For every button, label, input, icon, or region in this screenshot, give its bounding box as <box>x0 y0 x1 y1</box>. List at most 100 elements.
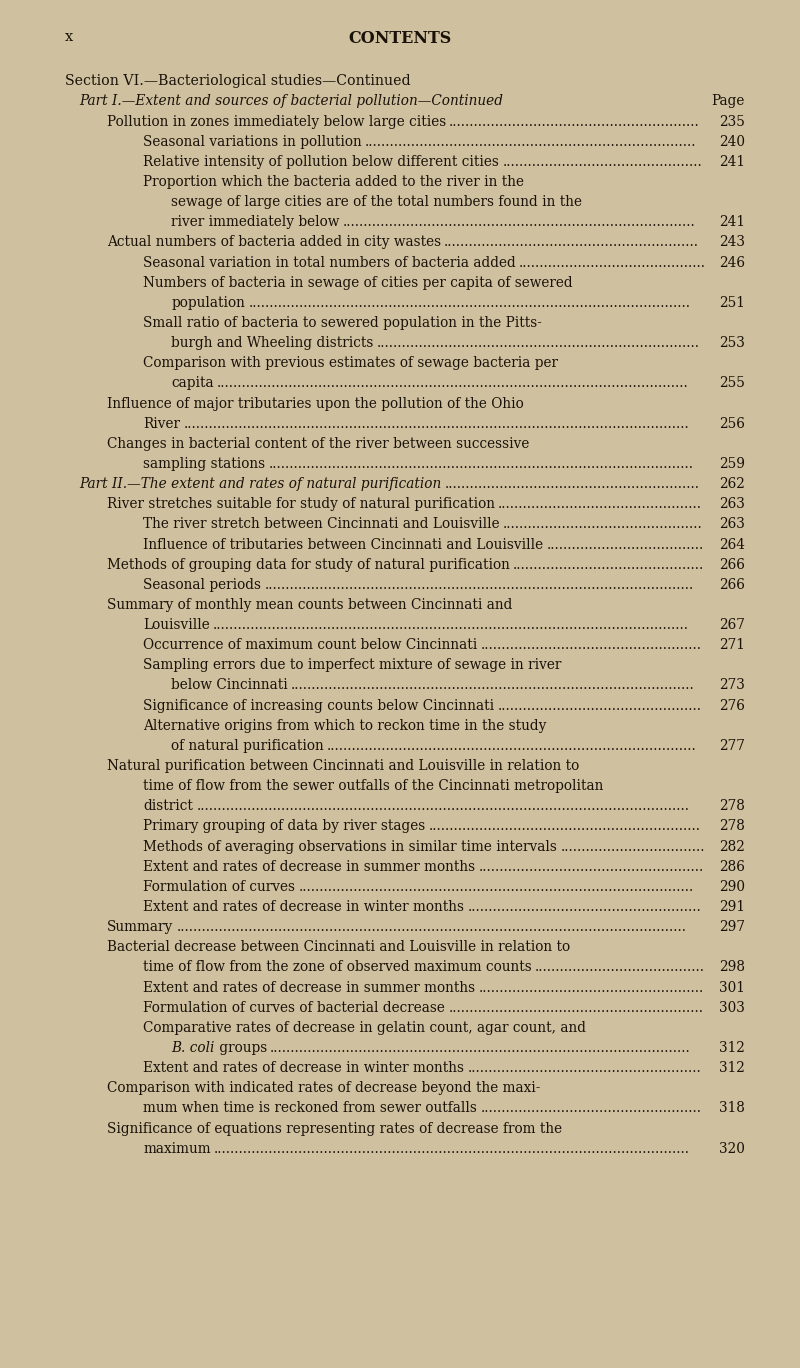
Text: 256: 256 <box>719 417 745 431</box>
Text: 271: 271 <box>719 639 745 653</box>
Text: 243: 243 <box>719 235 745 249</box>
Text: ................................................................................: ........................................… <box>269 457 694 471</box>
Text: 276: 276 <box>719 699 745 713</box>
Text: ................................................................................: ........................................… <box>214 1142 690 1156</box>
Text: .............................................: ........................................… <box>513 558 704 572</box>
Text: 298: 298 <box>719 960 745 974</box>
Text: Relative intensity of pollution below different cities: Relative intensity of pollution below di… <box>143 155 499 168</box>
Text: 246: 246 <box>719 256 745 269</box>
Text: ................................................................................: ........................................… <box>248 295 690 309</box>
Text: ................................................................................: ........................................… <box>264 577 694 592</box>
Text: ....................................................: ........................................… <box>480 1101 702 1115</box>
Text: Extent and rates of decrease in summer months: Extent and rates of decrease in summer m… <box>143 859 475 874</box>
Text: Actual numbers of bacteria added in city wastes: Actual numbers of bacteria added in city… <box>107 235 441 249</box>
Text: mum when time is reckoned from sewer outfalls: mum when time is reckoned from sewer out… <box>143 1101 478 1115</box>
Text: 278: 278 <box>719 819 745 833</box>
Text: Methods of grouping data for study of natural purification: Methods of grouping data for study of na… <box>107 558 510 572</box>
Text: ................................................................................: ........................................… <box>196 799 690 814</box>
Text: Page: Page <box>712 94 745 108</box>
Text: time of flow from the zone of observed maximum counts: time of flow from the zone of observed m… <box>143 960 532 974</box>
Text: Alternative origins from which to reckon time in the study: Alternative origins from which to reckon… <box>143 718 546 733</box>
Text: Occurrence of maximum count below Cincinnati: Occurrence of maximum count below Cincin… <box>143 639 478 653</box>
Text: of natural purification: of natural purification <box>171 739 324 752</box>
Text: Comparative rates of decrease in gelatin count, agar count, and: Comparative rates of decrease in gelatin… <box>143 1021 586 1034</box>
Text: sewage of large cities are of the total numbers found in the: sewage of large cities are of the total … <box>171 196 582 209</box>
Text: Formulation of curves: Formulation of curves <box>143 880 295 893</box>
Text: ...............................................: ........................................… <box>503 517 702 531</box>
Text: ................................................................: ........................................… <box>429 819 701 833</box>
Text: Extent and rates of decrease in winter months: Extent and rates of decrease in winter m… <box>143 1062 464 1075</box>
Text: Primary grouping of data by river stages: Primary grouping of data by river stages <box>143 819 426 833</box>
Text: ................................................................................: ........................................… <box>183 417 689 431</box>
Text: 303: 303 <box>719 1001 745 1015</box>
Text: Comparison with previous estimates of sewage bacteria per: Comparison with previous estimates of se… <box>143 356 558 371</box>
Text: 282: 282 <box>719 840 745 854</box>
Text: ............................................: ........................................… <box>519 256 706 269</box>
Text: 286: 286 <box>719 859 745 874</box>
Text: Extent and rates of decrease in winter months: Extent and rates of decrease in winter m… <box>143 900 464 914</box>
Text: Seasonal variation in total numbers of bacteria added: Seasonal variation in total numbers of b… <box>143 256 516 269</box>
Text: Small ratio of bacteria to sewered population in the Pitts-: Small ratio of bacteria to sewered popul… <box>143 316 542 330</box>
Text: Part I.—Extent and sources of bacterial pollution—Continued: Part I.—Extent and sources of bacterial … <box>79 94 503 108</box>
Text: Influence of tributaries between Cincinnati and Louisville: Influence of tributaries between Cincinn… <box>143 538 543 551</box>
Text: River: River <box>143 417 181 431</box>
Text: 263: 263 <box>719 517 745 531</box>
Text: population: population <box>171 295 246 309</box>
Text: 291: 291 <box>719 900 745 914</box>
Text: 290: 290 <box>719 880 745 893</box>
Text: capita: capita <box>171 376 214 390</box>
Text: .......................................................: ........................................… <box>467 900 701 914</box>
Text: B. coli: B. coli <box>171 1041 214 1055</box>
Text: Significance of equations representing rates of decrease from the: Significance of equations representing r… <box>107 1122 562 1135</box>
Text: Summary: Summary <box>107 921 174 934</box>
Text: ................................................................................: ........................................… <box>291 679 695 692</box>
Text: ................................................................................: ........................................… <box>213 618 689 632</box>
Text: x: x <box>65 30 74 44</box>
Text: ...........................................................: ........................................… <box>450 115 700 129</box>
Text: 266: 266 <box>719 577 745 592</box>
Text: 241: 241 <box>719 155 745 168</box>
Text: ................................................................................: ........................................… <box>270 1041 690 1055</box>
Text: 255: 255 <box>719 376 745 390</box>
Text: 263: 263 <box>719 497 745 512</box>
Text: 301: 301 <box>719 981 745 995</box>
Text: Proportion which the bacteria added to the river in the: Proportion which the bacteria added to t… <box>143 175 525 189</box>
Text: maximum: maximum <box>143 1142 211 1156</box>
Text: 312: 312 <box>719 1062 745 1075</box>
Text: ..............................................................................: ........................................… <box>365 134 697 149</box>
Text: 297: 297 <box>719 921 745 934</box>
Text: groups: groups <box>214 1041 267 1055</box>
Text: Summary of monthly mean counts between Cincinnati and: Summary of monthly mean counts between C… <box>107 598 512 611</box>
Text: 251: 251 <box>719 295 745 309</box>
Text: .....................................................: ........................................… <box>478 859 704 874</box>
Text: Numbers of bacteria in sewage of cities per capita of sewered: Numbers of bacteria in sewage of cities … <box>143 276 573 290</box>
Text: ................................................................................: ........................................… <box>342 215 695 230</box>
Text: below Cincinnati: below Cincinnati <box>171 679 288 692</box>
Text: Seasonal periods: Seasonal periods <box>143 577 262 592</box>
Text: Part II.—The extent and rates of natural purification: Part II.—The extent and rates of natural… <box>79 477 442 491</box>
Text: Influence of major tributaries upon the pollution of the Ohio: Influence of major tributaries upon the … <box>107 397 524 410</box>
Text: 259: 259 <box>719 457 745 471</box>
Text: Methods of averaging observations in similar time intervals: Methods of averaging observations in sim… <box>143 840 558 854</box>
Text: Natural purification between Cincinnati and Louisville in relation to: Natural purification between Cincinnati … <box>107 759 579 773</box>
Text: The river stretch between Cincinnati and Louisville: The river stretch between Cincinnati and… <box>143 517 500 531</box>
Text: ............................................................: ........................................… <box>444 477 699 491</box>
Text: ................................................................................: ........................................… <box>217 376 689 390</box>
Text: 312: 312 <box>719 1041 745 1055</box>
Text: Extent and rates of decrease in summer months: Extent and rates of decrease in summer m… <box>143 981 475 995</box>
Text: 320: 320 <box>719 1142 745 1156</box>
Text: ....................................................: ........................................… <box>481 639 702 653</box>
Text: 267: 267 <box>719 618 745 632</box>
Text: Significance of increasing counts below Cincinnati: Significance of increasing counts below … <box>143 699 494 713</box>
Text: 253: 253 <box>719 337 745 350</box>
Text: Pollution in zones immediately below large cities: Pollution in zones immediately below lar… <box>107 115 446 129</box>
Text: river immediately below: river immediately below <box>171 215 340 230</box>
Text: ............................................................: ........................................… <box>444 235 699 249</box>
Text: district: district <box>143 799 194 814</box>
Text: ................................................: ........................................… <box>498 699 702 713</box>
Text: .....................................................: ........................................… <box>478 981 704 995</box>
Text: Section VI.—Bacteriological studies—Continued: Section VI.—Bacteriological studies—Cont… <box>65 74 410 89</box>
Text: sampling stations: sampling stations <box>143 457 266 471</box>
Text: ............................................................................: ........................................… <box>377 337 700 350</box>
Text: Changes in bacterial content of the river between successive: Changes in bacterial content of the rive… <box>107 436 530 451</box>
